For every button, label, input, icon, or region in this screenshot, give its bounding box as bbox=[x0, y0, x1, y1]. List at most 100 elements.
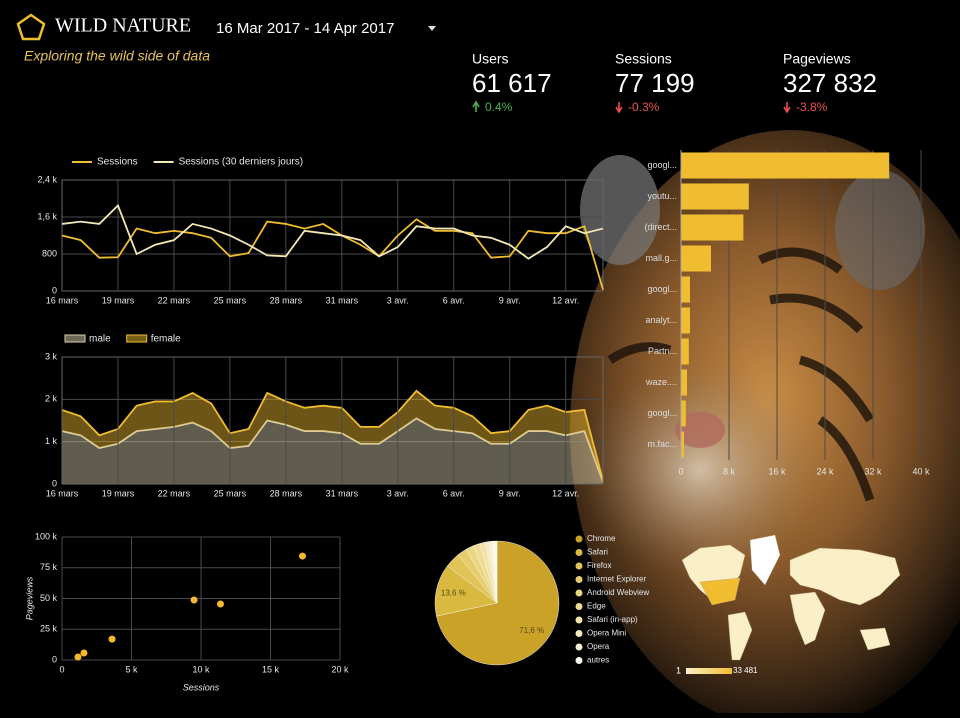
x-tick-label: 3 avr. bbox=[387, 488, 409, 498]
map-region bbox=[789, 591, 826, 646]
kpi-label: Sessions bbox=[615, 51, 672, 67]
bar bbox=[681, 338, 689, 365]
map-region bbox=[727, 611, 753, 661]
title: WILD NATURE bbox=[55, 15, 191, 37]
legend-label: Opera Mini bbox=[587, 629, 626, 638]
subtitle: Exploring the wild side of data bbox=[24, 48, 210, 64]
x-tick-label: 19 mars bbox=[102, 488, 135, 498]
x-tick-label: 6 avr. bbox=[443, 488, 465, 498]
bar bbox=[681, 183, 749, 210]
legend-swatch bbox=[575, 562, 583, 570]
bar bbox=[681, 369, 687, 396]
legend-swatch bbox=[575, 616, 583, 624]
category-label: analyt... bbox=[645, 315, 677, 325]
bar bbox=[681, 276, 690, 303]
y-tick-label: 50 k bbox=[40, 593, 58, 603]
kpi-value: 61 617 bbox=[472, 68, 552, 98]
area bbox=[62, 390, 603, 482]
y-tick-label: 800 bbox=[42, 248, 57, 258]
x-tick-label: 12 avr. bbox=[552, 488, 579, 498]
x-tick-label: 0 bbox=[678, 466, 683, 476]
slice-label: 13,6 % bbox=[441, 589, 466, 598]
legend-swatch bbox=[64, 334, 86, 343]
x-axis-title: Sessions bbox=[183, 682, 220, 692]
x-tick-label: 12 avr. bbox=[552, 295, 579, 305]
y-tick-label: 3 k bbox=[45, 351, 58, 361]
y-tick-label: 1,6 k bbox=[37, 211, 57, 221]
area bbox=[62, 418, 603, 484]
legend-label: Opera bbox=[587, 642, 610, 651]
y-tick-label: 100 k bbox=[35, 531, 58, 541]
bar bbox=[681, 431, 684, 458]
legend-label: female bbox=[151, 334, 181, 345]
bar bbox=[681, 245, 711, 272]
area-line bbox=[61, 417, 604, 483]
legend-swatch bbox=[575, 589, 583, 597]
bar bbox=[681, 214, 744, 241]
legend-swatch bbox=[575, 643, 583, 651]
x-tick-label: 20 k bbox=[331, 664, 349, 674]
scale-min-label: 1 bbox=[676, 665, 681, 675]
dropdown-arrow[interactable] bbox=[428, 26, 436, 31]
bar bbox=[681, 307, 690, 334]
category-label: Partn... bbox=[648, 346, 677, 356]
y-tick-label: 25 k bbox=[40, 624, 58, 634]
map-region bbox=[699, 577, 741, 606]
bar bbox=[681, 152, 890, 179]
y-tick-label: 0 bbox=[52, 285, 57, 295]
y-tick-label: 2 k bbox=[45, 394, 58, 404]
charts: 0 800 1,6 k 2,4 k 16 mars 19 mars 22 mars 25 ma… bbox=[24, 150, 930, 692]
map-region bbox=[859, 627, 891, 651]
legend-label: Safari (in-app) bbox=[587, 615, 638, 624]
date-range[interactable]: 16 Mar 2017 - 14 Apr 2017 bbox=[216, 20, 394, 37]
legend-label: Firefox bbox=[587, 561, 611, 570]
legend-swatch bbox=[126, 334, 148, 343]
pie-slice bbox=[434, 565, 498, 617]
legend-swatch bbox=[575, 535, 583, 543]
category-label: googl... bbox=[647, 284, 677, 294]
category-label: googl... bbox=[647, 408, 677, 418]
legend-swatch bbox=[575, 630, 583, 637]
kpi-change: 0.4% bbox=[485, 100, 513, 114]
x-tick-label: 19 mars bbox=[102, 295, 135, 305]
kpi-change: -0.3% bbox=[628, 100, 660, 114]
legend-label: Edge bbox=[587, 602, 606, 611]
x-tick-label: 25 mars bbox=[214, 295, 247, 305]
legend-swatch bbox=[575, 549, 583, 556]
legend-swatch bbox=[575, 657, 583, 664]
area-line bbox=[61, 389, 604, 481]
x-tick-label: 6 avr. bbox=[443, 295, 465, 305]
x-tick-label: 22 mars bbox=[158, 295, 191, 305]
legend-label: male bbox=[89, 334, 111, 345]
kpi-label: Pageviews bbox=[783, 51, 851, 67]
slice-label: 71,6 % bbox=[519, 626, 544, 635]
x-tick-label: 3 avr. bbox=[387, 295, 409, 305]
scale-max-label: 33 481 bbox=[733, 666, 758, 675]
x-tick-label: 0 bbox=[59, 664, 64, 674]
x-tick-label: 22 mars bbox=[158, 488, 191, 498]
series-line bbox=[61, 218, 604, 290]
x-tick-label: 16 k bbox=[768, 466, 786, 476]
x-tick-label: 15 k bbox=[262, 664, 280, 674]
category-label: waze.... bbox=[645, 377, 677, 387]
legend-swatch bbox=[575, 576, 583, 583]
x-tick-label: 28 mars bbox=[270, 488, 303, 498]
legend-label: autres bbox=[587, 656, 609, 665]
category-label: (direct... bbox=[644, 222, 677, 232]
category-label: youtu... bbox=[647, 191, 677, 201]
x-tick-label: 9 avr. bbox=[499, 488, 521, 498]
kpi-change: -3.8% bbox=[796, 100, 828, 114]
tiger-photo bbox=[570, 130, 960, 718]
x-tick-label: 40 k bbox=[912, 466, 930, 476]
y-tick-label: 0 bbox=[52, 654, 57, 664]
x-tick-label: 8 k bbox=[723, 466, 736, 476]
legend-label: Sessions bbox=[97, 157, 138, 168]
color-scale bbox=[686, 668, 732, 674]
x-tick-label: 16 mars bbox=[46, 295, 79, 305]
x-tick-label: 28 mars bbox=[270, 295, 303, 305]
kpi-value: 77 199 bbox=[615, 68, 695, 98]
pie-slice bbox=[436, 540, 560, 666]
